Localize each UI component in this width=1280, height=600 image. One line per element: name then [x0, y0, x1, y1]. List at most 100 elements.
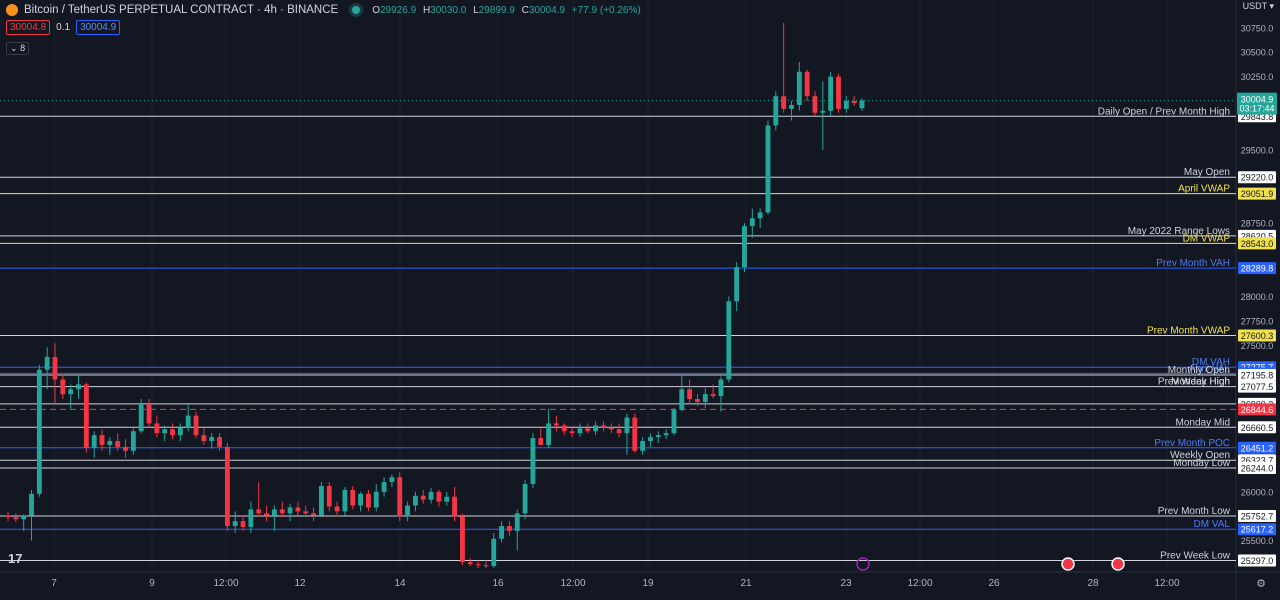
- level-price-label: 25617.2: [1241, 525, 1274, 535]
- level-label: Prev Month VWAP: [1147, 325, 1230, 336]
- candle-body: [601, 425, 606, 428]
- candle-body: [405, 505, 411, 517]
- level-price-label: 28543.0: [1241, 239, 1274, 249]
- ohlc-open-key: O: [372, 4, 380, 16]
- candle-body: [585, 428, 591, 432]
- level-price-box: [1238, 262, 1276, 275]
- level-label: April VAL: [1189, 363, 1230, 374]
- candle-body: [154, 423, 160, 434]
- candle-body: [264, 513, 269, 516]
- level-price-label: 26451.2: [1241, 443, 1274, 453]
- lightning-event-icon[interactable]: [856, 557, 870, 571]
- candle-body: [828, 76, 834, 111]
- price-tick-label: 30500.0: [1241, 48, 1274, 58]
- candle-body: [303, 511, 309, 514]
- candle-body: [279, 509, 285, 514]
- level-price-label: 28289.8: [1241, 264, 1274, 274]
- candle-body: [224, 446, 230, 527]
- level-price-box: [1238, 421, 1276, 434]
- candle-body: [569, 431, 575, 434]
- candle-body: [789, 104, 794, 109]
- ohlc-low-key: L: [473, 4, 479, 16]
- price-tick-label: 30750.0: [1241, 23, 1274, 33]
- level-price-label: 29051.9: [1241, 189, 1274, 199]
- symbol-header[interactable]: Bitcoin / TetherUS PERPETUAL CONTRACT · …: [6, 2, 645, 18]
- level-label: Prev Month Low: [1158, 506, 1231, 517]
- level-label: Prev Month POC: [1154, 438, 1230, 449]
- candle-body: [318, 485, 324, 516]
- bitcoin-logo-icon: [6, 4, 18, 16]
- level-price-label: 27077.5: [1241, 382, 1274, 392]
- level-price-label: 27600.3: [1241, 331, 1274, 341]
- buy-price-button[interactable]: 30004.9: [76, 20, 121, 35]
- candle-body: [170, 429, 175, 436]
- price-tick-label: 28000.0: [1241, 292, 1274, 302]
- candle-body: [546, 423, 552, 445]
- level-price-box: [1238, 369, 1276, 382]
- candle-body: [726, 301, 732, 380]
- candle-body: [256, 509, 262, 514]
- level-label: Prev Week High: [1158, 377, 1230, 388]
- indicator-count: 8: [20, 43, 26, 53]
- candle-body: [36, 369, 42, 494]
- candle-body: [851, 101, 857, 103]
- candle-body: [475, 564, 481, 566]
- candle-body: [608, 427, 614, 430]
- level-price-label: 27195.8: [1241, 371, 1274, 381]
- candle-body: [632, 417, 638, 451]
- candle-body: [311, 513, 316, 516]
- current-price-value: 30004.9: [1241, 95, 1274, 105]
- time-tick-label: 7: [51, 578, 57, 589]
- ohlc-high: 30030.0: [430, 4, 467, 16]
- chevron-down-icon: ⌄: [10, 43, 18, 53]
- level-price-label: 26244.0: [1241, 464, 1274, 474]
- candle-body: [820, 110, 826, 113]
- level-price-label: 28620.5: [1241, 231, 1274, 241]
- level-label: DM VAL: [1194, 519, 1231, 530]
- symbol-title[interactable]: Bitcoin / TetherUS PERPETUAL CONTRACT · …: [24, 4, 339, 16]
- candle-body: [389, 477, 395, 483]
- market-open-icon: [352, 6, 361, 14]
- price-tick-label: 26000.0: [1241, 487, 1274, 497]
- candle-body: [13, 517, 19, 520]
- candle-body: [52, 357, 58, 380]
- level-price-box: [1238, 554, 1276, 567]
- tradingview-logo-icon[interactable]: 17: [8, 551, 23, 566]
- candle-body: [83, 384, 89, 448]
- time-tick-label: 19: [642, 578, 654, 589]
- us-flag-event-icon[interactable]: [1061, 557, 1075, 571]
- spread-value: 0.1: [56, 22, 71, 33]
- candle-body: [781, 96, 787, 109]
- candle-body: [201, 435, 207, 442]
- candle-body: [616, 429, 622, 434]
- candle-body: [718, 379, 724, 397]
- level-price-label: 26323.7: [1241, 456, 1274, 466]
- gear-icon[interactable]: ⚙: [1256, 578, 1266, 590]
- currency-selector[interactable]: USDT ▾: [1243, 1, 1274, 12]
- candle-body: [702, 394, 708, 402]
- candle-body: [843, 101, 849, 109]
- candle-body: [428, 491, 434, 500]
- ohlc-change: +77.9 (+0.26%): [571, 4, 641, 16]
- price-tick-label: 30250.0: [1241, 72, 1274, 82]
- sell-price-button[interactable]: 30004.8: [6, 20, 51, 35]
- candle-body: [29, 493, 34, 516]
- indicators-toggle[interactable]: ⌄ 8: [6, 42, 30, 55]
- ohlc-low: 29899.9: [478, 4, 515, 16]
- current-price-box: [1237, 92, 1277, 115]
- time-tick-label: 9: [149, 578, 155, 589]
- level-price-label: 26660.5: [1241, 423, 1274, 433]
- level-label: April VWAP: [1178, 184, 1230, 195]
- candle-body: [240, 521, 246, 528]
- candle-body: [342, 489, 348, 512]
- us-flag-event-icon[interactable]: [1111, 557, 1125, 571]
- price-tick-label: 25500.0: [1241, 536, 1274, 546]
- candle-body: [76, 384, 81, 390]
- candle-body: [146, 403, 152, 424]
- candle-body: [397, 477, 403, 517]
- candle-body: [695, 399, 700, 402]
- level-label: Prev Month VAH: [1156, 258, 1230, 269]
- level-price-box: [1238, 380, 1276, 393]
- level-label: DM VWAP: [1183, 233, 1231, 244]
